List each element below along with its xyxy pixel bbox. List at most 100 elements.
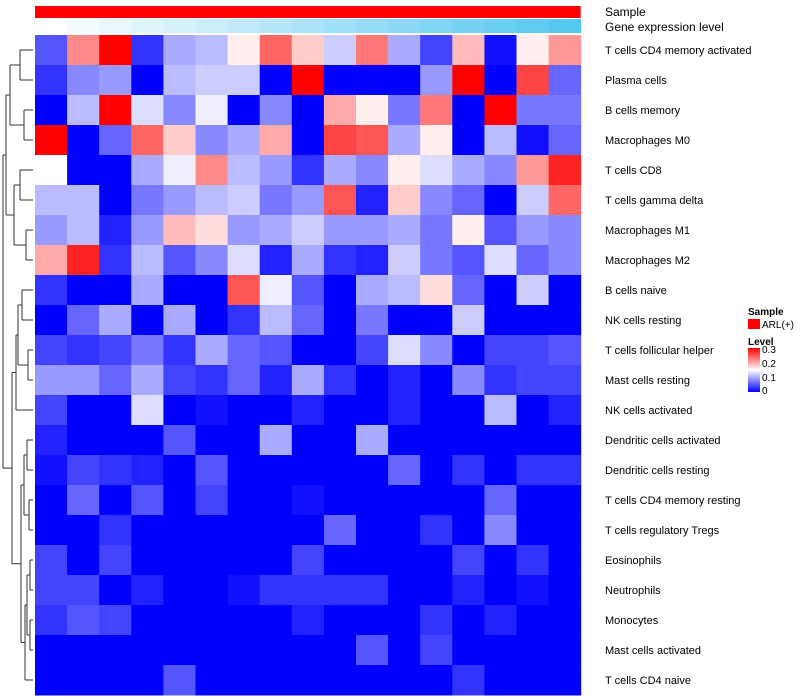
heatmap-cell [452, 155, 485, 186]
heatmap-cell [67, 125, 100, 156]
heatmap-cell [323, 455, 357, 486]
sample-annotation-track [35, 6, 581, 18]
heatmap-cell [420, 125, 453, 156]
heatmap-cell [195, 515, 229, 546]
heatmap-cell [227, 575, 261, 606]
heatmap-cell [548, 245, 582, 276]
heatmap-cell [484, 215, 517, 246]
heatmap-cell [388, 335, 421, 366]
heatmap-cell [291, 215, 325, 246]
heatmap-cell [131, 515, 164, 546]
heatmap-cell [131, 305, 164, 336]
heatmap-cell [323, 545, 357, 576]
heatmap-cell [35, 365, 68, 396]
heatmap-cell [67, 155, 100, 186]
heatmap-cell [163, 275, 196, 306]
legend-color-bar [748, 348, 760, 392]
heatmap-cell [452, 665, 485, 696]
heatmap-cell [388, 455, 421, 486]
heatmap-cell [548, 185, 582, 216]
heatmap-cell [67, 215, 100, 246]
heatmap-cell [356, 305, 389, 336]
heatmap-cell [548, 665, 582, 696]
heatmap-cell [259, 425, 293, 456]
heatmap-cell [291, 605, 325, 636]
heatmap-cell [420, 425, 453, 456]
heatmap-cell [484, 275, 517, 306]
heatmap-cell [516, 605, 550, 636]
heatmap-cell [548, 605, 582, 636]
row-label: Dendritic cells activated [605, 435, 721, 447]
heatmap-cell [516, 485, 550, 516]
heatmap-cell [291, 35, 325, 66]
heatmap-cells [35, 35, 582, 696]
heatmap-cell [163, 335, 196, 366]
heatmap-cell [356, 95, 389, 126]
heatmap-cell [99, 515, 132, 546]
legend-level-title: Level [748, 337, 774, 348]
heatmap-cell [548, 95, 582, 126]
heatmap-cell [163, 185, 196, 216]
heatmap-cell [163, 215, 196, 246]
heatmap-cell [484, 305, 517, 336]
heatmap-cell [548, 215, 582, 246]
heatmap-cell [420, 575, 453, 606]
heatmap-cell [67, 455, 100, 486]
heatmap-cell [227, 185, 261, 216]
heatmap-cell [420, 485, 453, 516]
heatmap-cell [484, 605, 517, 636]
heatmap-cell [484, 455, 517, 486]
heatmap-cell [452, 95, 485, 126]
legend-sample-swatch [748, 319, 760, 329]
heatmap-cell [163, 485, 196, 516]
heatmap-cell [323, 35, 357, 66]
heatmap-cell [195, 155, 229, 186]
gene-expression-track-cell [356, 19, 389, 33]
heatmap-cell [227, 545, 261, 576]
heatmap-cell [420, 275, 453, 306]
heatmap-cell [548, 545, 582, 576]
heatmap-cell [323, 95, 357, 126]
heatmap-cell [356, 455, 389, 486]
heatmap-cell [259, 395, 293, 426]
heatmap-cell [227, 365, 261, 396]
heatmap-cell [484, 185, 517, 216]
heatmap-cell [452, 395, 485, 426]
heatmap-cell [35, 95, 68, 126]
heatmap-cell [259, 515, 293, 546]
heatmap-cell [291, 245, 325, 276]
heatmap-cell [131, 455, 164, 486]
heatmap-cell [484, 575, 517, 606]
heatmap-cell [516, 545, 550, 576]
heatmap-cell [195, 185, 229, 216]
heatmap-cell [163, 605, 196, 636]
heatmap-cell [259, 215, 293, 246]
heatmap-cell [259, 455, 293, 486]
heatmap-cell [67, 245, 100, 276]
heatmap-cell [388, 35, 421, 66]
heatmap-cell [163, 515, 196, 546]
heatmap-cell [452, 35, 485, 66]
heatmap-cell [131, 605, 164, 636]
heatmap-cell [67, 425, 100, 456]
row-labels: T cells CD4 memory activated Plasma cells… [605, 45, 752, 687]
heatmap-cell [388, 155, 421, 186]
heatmap-cell [420, 605, 453, 636]
heatmap-cell [131, 125, 164, 156]
legend-tick-2: 0.1 [762, 373, 776, 384]
row-label: Eosinophils [605, 555, 662, 567]
heatmap-cell [259, 485, 293, 516]
heatmap-cell [323, 365, 357, 396]
heatmap-cell [291, 665, 325, 696]
gene-expression-track-cell [388, 19, 421, 33]
heatmap-cell [356, 185, 389, 216]
heatmap-cell [484, 125, 517, 156]
heatmap-cell [99, 575, 132, 606]
heatmap-cell [227, 35, 261, 66]
heatmap-cell [259, 35, 293, 66]
gene-expression-track-cell [131, 19, 164, 33]
heatmap-cell [227, 425, 261, 456]
heatmap-cell [388, 665, 421, 696]
heatmap-cell [291, 185, 325, 216]
gene-expression-annotation-track [35, 19, 582, 33]
